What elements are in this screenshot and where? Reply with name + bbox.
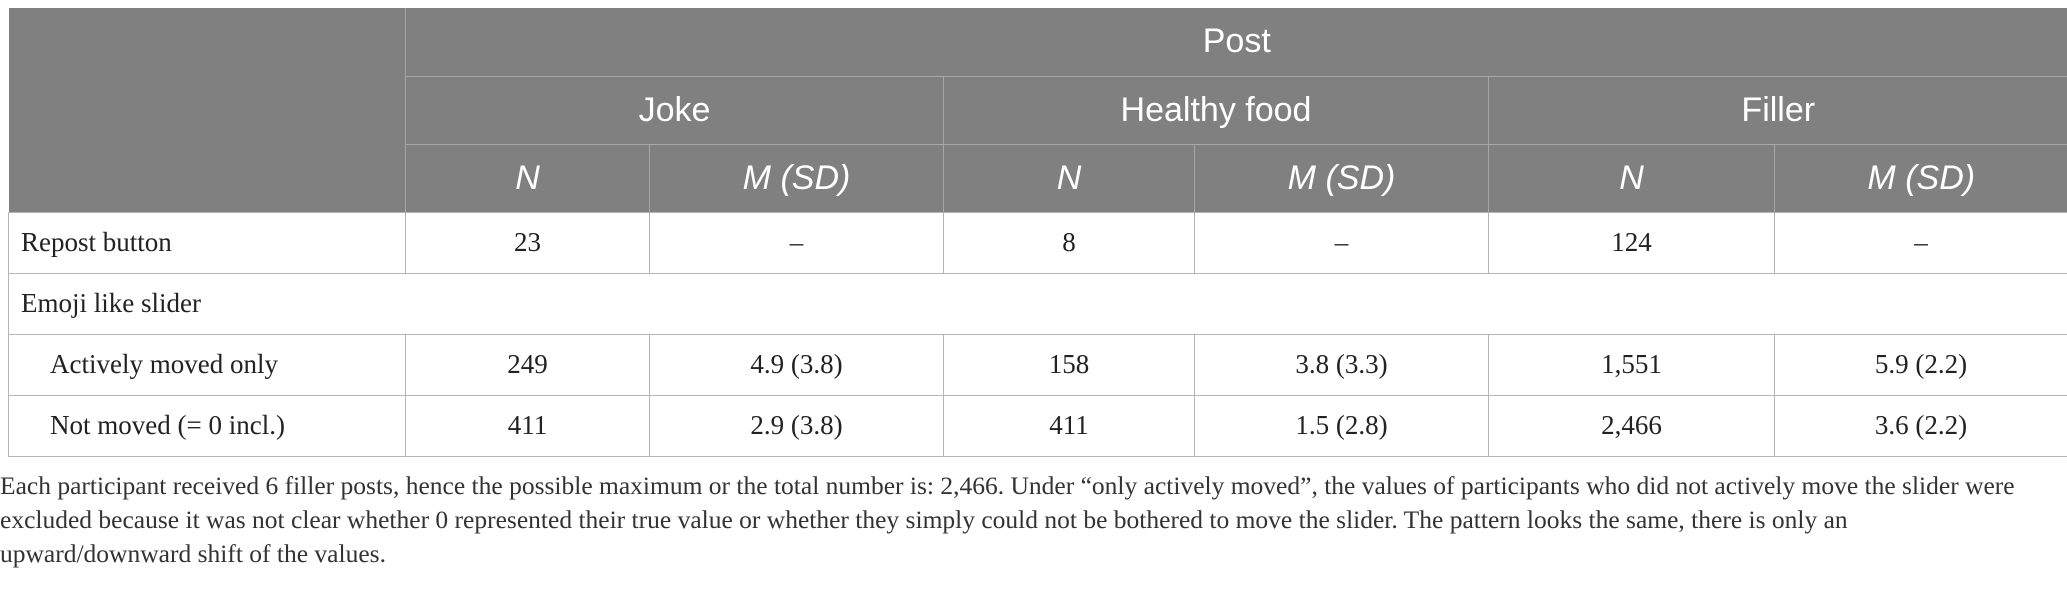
table-footnote: Each participant received 6 filler posts… xyxy=(0,470,2015,568)
results-table-container: Post Joke Healthy food Filler N M (SD) N… xyxy=(0,8,2067,571)
results-table: Post Joke Healthy food Filler N M (SD) N… xyxy=(7,8,2067,457)
cell-joke-n: 411 xyxy=(405,394,650,457)
table-body: Repost button 23 – 8 – 124 – Emoji like … xyxy=(7,211,2067,457)
cell-healthy-msd: – xyxy=(1194,211,1489,274)
header-healthy-n: N xyxy=(943,143,1195,212)
row-section-label: Emoji like slider xyxy=(7,272,2067,335)
header-row-categories: Joke Healthy food Filler xyxy=(9,75,2067,144)
cell-healthy-n: 411 xyxy=(943,394,1195,457)
table-row: Actively moved only 249 4.9 (3.8) 158 3.… xyxy=(8,333,2067,396)
cell-joke-msd: – xyxy=(649,211,944,274)
table-row: Not moved (= 0 incl.) 411 2.9 (3.8) 411 … xyxy=(8,394,2067,457)
cell-filler-msd: 3.6 (2.2) xyxy=(1773,394,2067,457)
cell-healthy-msd: 1.5 (2.8) xyxy=(1194,394,1489,457)
cell-healthy-msd: 3.8 (3.3) xyxy=(1194,333,1489,396)
cell-joke-msd: 4.9 (3.8) xyxy=(649,333,944,396)
cell-filler-n: 2,466 xyxy=(1488,394,1775,457)
cell-filler-msd: – xyxy=(1773,211,2067,274)
cell-joke-msd: 2.9 (3.8) xyxy=(649,394,944,457)
row-label: Not moved (= 0 incl.) xyxy=(8,394,406,457)
header-filler-n: N xyxy=(1488,143,1775,212)
header-joke-msd: M (SD) xyxy=(649,143,944,212)
cell-healthy-n: 8 xyxy=(943,211,1195,274)
row-label: Repost button xyxy=(8,211,406,274)
header-corner-cell xyxy=(8,8,406,212)
cell-joke-n: 249 xyxy=(405,333,650,396)
cell-healthy-n: 158 xyxy=(943,333,1195,396)
table-row: Repost button 23 – 8 – 124 – xyxy=(8,211,2067,274)
cell-filler-n: 1,551 xyxy=(1488,333,1775,396)
header-joke: Joke xyxy=(405,75,944,144)
cell-filler-n: 124 xyxy=(1488,211,1775,274)
header-row-group: Post xyxy=(8,8,2067,212)
header-healthy-food: Healthy food xyxy=(943,75,1489,144)
row-label: Actively moved only xyxy=(8,333,406,396)
cell-joke-n: 23 xyxy=(405,211,650,274)
header-row-stats: N M (SD) N M (SD) N M (SD) xyxy=(9,143,2067,212)
table-row-section: Emoji like slider xyxy=(7,272,2067,335)
header-filler-msd: M (SD) xyxy=(1773,143,2067,212)
cell-filler-msd: 5.9 (2.2) xyxy=(1773,333,2067,396)
header-healthy-msd: M (SD) xyxy=(1194,143,1489,212)
table-header: Post Joke Healthy food Filler N M (SD) N… xyxy=(8,8,2067,212)
header-joke-n: N xyxy=(405,143,650,212)
header-post: Post xyxy=(404,8,2067,76)
header-filler: Filler xyxy=(1487,75,2067,144)
